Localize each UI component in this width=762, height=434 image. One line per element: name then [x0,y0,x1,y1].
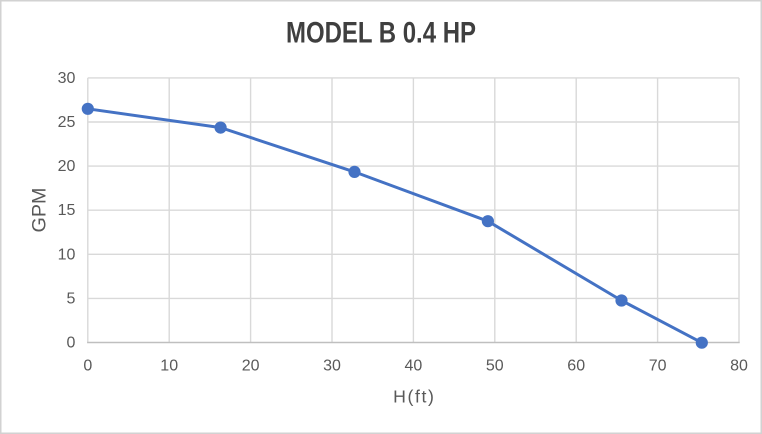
svg-text:10: 10 [160,358,178,375]
svg-text:0: 0 [83,358,92,375]
svg-text:60: 60 [567,358,585,375]
svg-text:10: 10 [58,246,76,263]
svg-text:40: 40 [405,358,423,375]
svg-text:MODEL B 0.4 HP: MODEL B 0.4 HP [286,17,476,50]
svg-text:0: 0 [66,335,75,352]
svg-text:50: 50 [486,358,504,375]
svg-text:15: 15 [58,202,76,219]
svg-text:20: 20 [58,158,76,175]
svg-text:20: 20 [242,358,260,375]
svg-text:GPM: GPM [29,188,51,233]
svg-text:30: 30 [323,358,341,375]
svg-text:5: 5 [66,290,75,307]
svg-text:H(ft): H(ft) [393,387,435,407]
svg-text:70: 70 [649,358,667,375]
svg-text:80: 80 [730,358,748,375]
svg-text:25: 25 [58,114,76,131]
svg-text:30: 30 [58,70,76,87]
